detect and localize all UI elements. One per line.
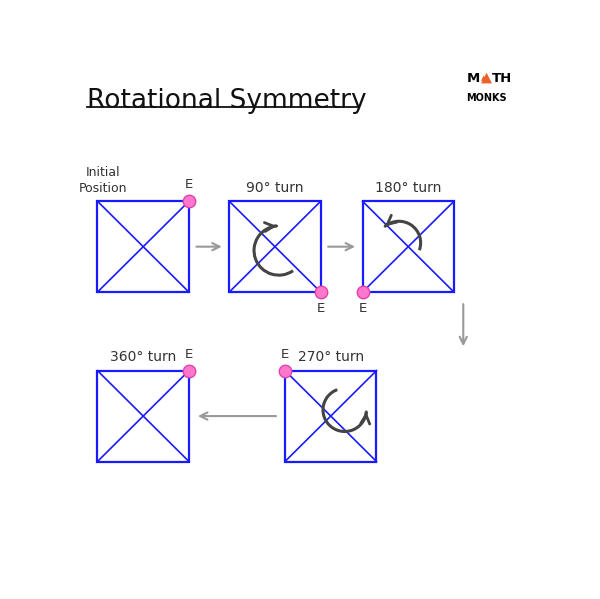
Text: E: E [317,302,325,315]
Text: E: E [358,302,367,315]
Text: MONKS: MONKS [466,93,507,104]
Text: 270° turn: 270° turn [298,350,364,364]
Text: E: E [185,347,193,361]
Text: 90° turn: 90° turn [246,181,304,195]
Text: E: E [185,179,193,191]
Text: M: M [466,71,479,84]
Bar [285,371,376,461]
Text: Initial
Position: Initial Position [79,166,127,195]
Bar [97,201,189,292]
Bar [97,371,189,461]
Text: TH: TH [492,71,512,84]
Text: ▲: ▲ [481,75,487,81]
Bar [229,201,320,292]
Bar [362,201,454,292]
Text: 180° turn: 180° turn [375,181,442,195]
Text: 360° turn: 360° turn [110,350,176,364]
Polygon shape [481,72,492,83]
Text: E: E [281,347,289,361]
Text: Rotational Symmetry: Rotational Symmetry [86,88,366,114]
